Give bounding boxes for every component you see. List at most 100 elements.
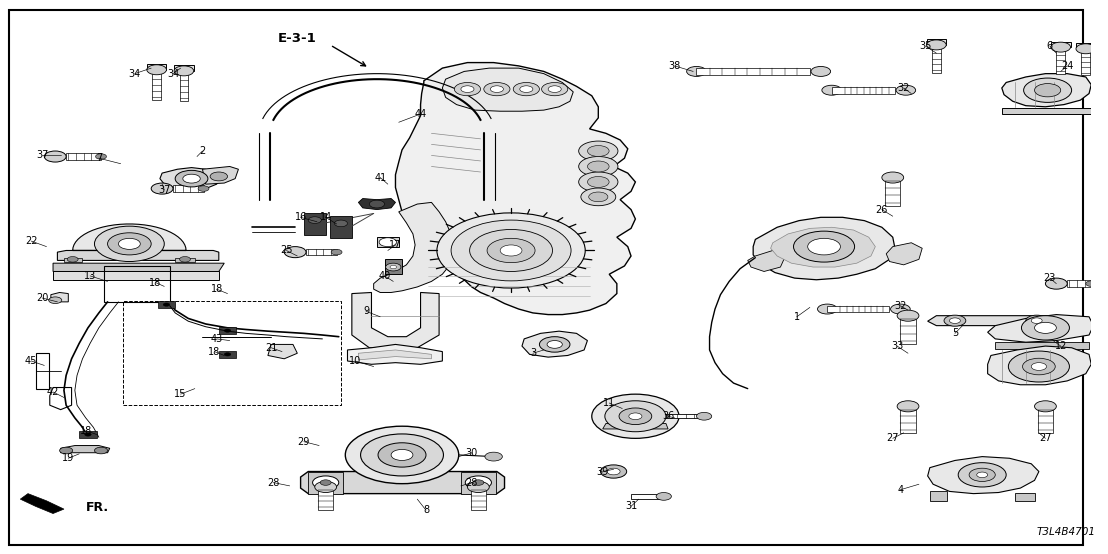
- Circle shape: [656, 493, 671, 500]
- Polygon shape: [1002, 74, 1091, 107]
- Circle shape: [1086, 281, 1097, 286]
- Text: 26: 26: [875, 204, 888, 214]
- Polygon shape: [1038, 406, 1053, 433]
- Polygon shape: [268, 345, 297, 359]
- Polygon shape: [753, 217, 895, 280]
- Text: 2: 2: [199, 146, 206, 156]
- Text: 4: 4: [897, 485, 903, 495]
- Text: 23: 23: [1044, 273, 1056, 283]
- Polygon shape: [304, 213, 326, 235]
- Text: 12: 12: [1055, 341, 1067, 351]
- Circle shape: [1008, 351, 1069, 382]
- Polygon shape: [697, 68, 810, 75]
- Polygon shape: [352, 293, 439, 348]
- Circle shape: [958, 463, 1006, 487]
- Circle shape: [950, 318, 961, 324]
- Text: 16: 16: [295, 212, 307, 222]
- Text: 43: 43: [211, 334, 223, 344]
- Circle shape: [811, 66, 831, 76]
- Text: 32: 32: [894, 301, 906, 311]
- Circle shape: [211, 172, 227, 181]
- Circle shape: [1026, 315, 1048, 326]
- Circle shape: [897, 401, 919, 412]
- Text: 30: 30: [465, 448, 478, 458]
- Text: 27: 27: [886, 433, 899, 443]
- Polygon shape: [218, 327, 236, 334]
- Circle shape: [548, 86, 562, 93]
- Bar: [104, 266, 170, 302]
- Text: 28: 28: [267, 478, 279, 488]
- Text: 29: 29: [298, 437, 310, 447]
- Circle shape: [346, 426, 459, 484]
- Polygon shape: [522, 331, 587, 357]
- Polygon shape: [66, 153, 101, 160]
- Circle shape: [84, 433, 91, 436]
- Circle shape: [485, 452, 502, 461]
- Text: 31: 31: [625, 501, 637, 511]
- Circle shape: [542, 83, 567, 96]
- Circle shape: [588, 192, 608, 202]
- Text: 44: 44: [414, 109, 427, 119]
- Polygon shape: [308, 471, 343, 494]
- Polygon shape: [901, 406, 915, 433]
- Circle shape: [500, 245, 522, 256]
- Text: 17: 17: [389, 240, 402, 250]
- Text: 13: 13: [84, 271, 96, 281]
- Circle shape: [970, 468, 995, 481]
- Text: T3L4B4701: T3L4B4701: [1037, 527, 1096, 537]
- Circle shape: [592, 394, 679, 438]
- Circle shape: [461, 86, 474, 93]
- Circle shape: [547, 341, 563, 348]
- Circle shape: [587, 146, 609, 156]
- Circle shape: [793, 231, 854, 262]
- Circle shape: [578, 157, 618, 176]
- Polygon shape: [73, 224, 186, 250]
- Circle shape: [808, 238, 840, 255]
- Text: 40: 40: [379, 271, 391, 281]
- Circle shape: [607, 468, 620, 475]
- Polygon shape: [61, 445, 110, 453]
- Polygon shape: [58, 250, 218, 260]
- Polygon shape: [1002, 109, 1094, 114]
- Text: 34: 34: [167, 69, 179, 79]
- Polygon shape: [51, 293, 69, 302]
- Circle shape: [369, 200, 384, 208]
- Polygon shape: [603, 423, 668, 429]
- Text: 8: 8: [423, 505, 429, 515]
- Polygon shape: [174, 65, 194, 71]
- Polygon shape: [632, 494, 664, 499]
- Polygon shape: [927, 456, 1039, 494]
- Circle shape: [587, 177, 609, 187]
- Polygon shape: [306, 249, 337, 255]
- Circle shape: [468, 481, 490, 493]
- Circle shape: [68, 257, 79, 262]
- Text: 9: 9: [363, 306, 369, 316]
- Circle shape: [944, 315, 966, 326]
- Polygon shape: [348, 345, 442, 365]
- Text: 36: 36: [661, 411, 675, 421]
- Circle shape: [312, 476, 339, 489]
- Circle shape: [605, 401, 666, 432]
- Circle shape: [44, 151, 66, 162]
- Circle shape: [818, 304, 838, 314]
- Polygon shape: [20, 494, 64, 514]
- Circle shape: [1024, 78, 1071, 102]
- Polygon shape: [932, 45, 941, 73]
- Circle shape: [1032, 363, 1047, 371]
- Circle shape: [308, 217, 321, 223]
- Polygon shape: [160, 167, 220, 189]
- Circle shape: [578, 141, 618, 161]
- Text: 38: 38: [668, 61, 680, 71]
- Text: 39: 39: [596, 466, 608, 476]
- Text: 1: 1: [793, 312, 800, 322]
- Circle shape: [285, 247, 306, 258]
- Circle shape: [1046, 278, 1067, 289]
- Circle shape: [578, 172, 618, 192]
- Circle shape: [977, 472, 987, 478]
- Circle shape: [1022, 316, 1069, 340]
- Circle shape: [1035, 401, 1056, 412]
- Polygon shape: [179, 71, 188, 101]
- Circle shape: [513, 83, 540, 96]
- Text: 14: 14: [319, 212, 331, 222]
- Polygon shape: [1050, 42, 1070, 47]
